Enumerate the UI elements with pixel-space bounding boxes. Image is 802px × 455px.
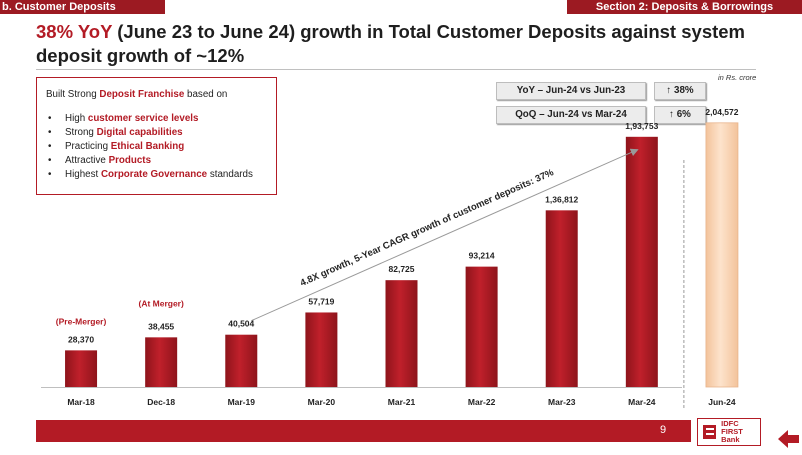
data-label: 57,719 <box>308 296 334 306</box>
page-number: 9 <box>660 424 667 436</box>
list-item: • Strong Digital capabilities <box>46 126 266 140</box>
title-divider <box>36 69 756 70</box>
back-arrow-icon[interactable] <box>776 428 800 450</box>
list-item-prefix: Practicing <box>65 141 111 152</box>
list-item-suffix: standards <box>207 169 253 180</box>
bank-logo: IDFC FIRST Bank <box>697 418 761 446</box>
list-item-prefix: Strong <box>65 127 97 138</box>
growth-label: YoY – Jun-24 vs Jun-23 <box>496 82 646 100</box>
bullet-icon: • <box>48 127 52 138</box>
bar-mar-23 <box>545 210 578 387</box>
tick-label: Mar-22 <box>468 397 496 407</box>
data-label: 40,504 <box>228 319 254 329</box>
trend-annotation: 4.8X growth, 5-Year CAGR growth of custo… <box>299 167 556 289</box>
idfc-first-logo-icon <box>703 425 717 439</box>
tick-label: Mar-18 <box>67 397 95 407</box>
logo-line-2: Bank <box>721 435 740 444</box>
trend-arrow <box>251 148 639 322</box>
list-item-prefix: Highest <box>65 169 101 180</box>
bullet-icon: • <box>48 169 52 180</box>
bar-mar-24 <box>625 136 658 387</box>
bar-jun-24 <box>705 122 739 388</box>
tick-label: Mar-23 <box>548 397 576 407</box>
data-label: 1,93,753 <box>625 121 658 131</box>
section-tab-right: Section 2: Deposits & Borrowings <box>567 0 802 14</box>
logo-text: IDFC FIRST Bank <box>721 420 760 444</box>
logo-line-1: IDFC FIRST <box>721 419 743 436</box>
data-label: 93,214 <box>469 251 495 261</box>
tick-label: Jun-24 <box>708 397 736 407</box>
franchise-box: Built Strong Deposit Franchise based on … <box>36 77 277 195</box>
tick-label: Mar-20 <box>308 397 336 407</box>
franchise-intro-highlight: Deposit Franchise <box>99 89 185 100</box>
chart-annotation: (At Merger) <box>138 298 184 308</box>
tick-label: Mar-19 <box>228 397 256 407</box>
chart-plot-area: 28,370 Mar-18 38,455 Dec-18 40,504 Mar-19 57,7… <box>41 107 739 408</box>
tick-label: Dec-18 <box>147 397 175 407</box>
bar-mar-18 <box>65 350 98 387</box>
bar-mar-22 <box>465 266 498 387</box>
list-item: • Highest Corporate Governance standards <box>46 168 266 182</box>
list-item-highlight: Digital capabilities <box>96 127 183 138</box>
data-label: 2,04,572 <box>705 107 738 117</box>
bar-mar-19 <box>225 334 258 387</box>
list-item-highlight: customer service levels <box>87 113 199 124</box>
bar-dec-18 <box>145 337 178 387</box>
tick-label: Mar-24 <box>628 397 656 407</box>
list-item-highlight: Corporate Governance <box>100 169 208 180</box>
data-label: 28,370 <box>68 334 94 344</box>
list-item-highlight: Ethical Banking <box>110 141 185 152</box>
data-label: 82,725 <box>389 264 415 274</box>
list-item-prefix: Attractive <box>65 155 109 166</box>
chart-annotation: (Pre-Merger) <box>56 316 107 326</box>
unit-note: in Rs. crore <box>718 73 757 82</box>
data-label: 1,36,812 <box>545 194 578 204</box>
list-item-highlight: Products <box>108 155 152 166</box>
bullet-icon: • <box>48 155 52 166</box>
franchise-intro-prefix: Built Strong <box>46 89 100 100</box>
list-item: • Attractive Products <box>46 154 266 168</box>
page-title-rest: (June 23 to June 24) growth in Total Cus… <box>36 21 746 66</box>
franchise-intro-suffix: based on <box>184 89 228 100</box>
growth-label: QoQ – Jun-24 vs Mar-24 <box>496 106 646 124</box>
bullet-icon: • <box>48 141 52 152</box>
tick-label: Mar-21 <box>388 397 416 407</box>
list-item: • High customer service levels <box>46 112 266 126</box>
growth-value: ↑ 38% <box>654 82 706 100</box>
growth-value: ↑ 6% <box>654 106 706 124</box>
list-item-prefix: High <box>65 113 88 124</box>
bar-mar-21 <box>385 280 418 387</box>
section-tab-left: b. Customer Deposits <box>0 0 165 14</box>
footer-bar <box>36 420 691 442</box>
page-title-accent: 38% YoY <box>36 21 113 42</box>
franchise-list: • High customer service levels • Strong Di… <box>46 112 266 182</box>
list-item: • Practicing Ethical Banking <box>46 140 266 154</box>
bullet-icon: • <box>48 113 52 124</box>
bar-mar-20 <box>305 312 338 387</box>
page-title: 38% YoY (June 23 to June 24) growth in T… <box>36 20 756 68</box>
franchise-intro: Built Strong Deposit Franchise based on <box>46 89 266 100</box>
data-label: 38,455 <box>148 321 174 331</box>
